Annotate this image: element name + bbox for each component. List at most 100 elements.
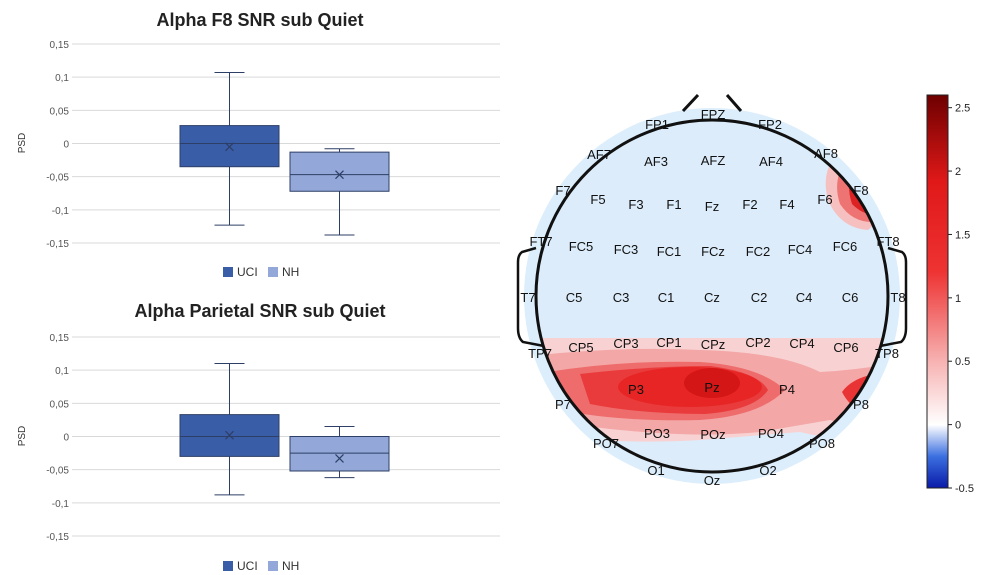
- electrode-fp1: FP1: [645, 117, 669, 132]
- electrode-af8: AF8: [814, 146, 838, 161]
- electrode-fc2: FC2: [746, 244, 771, 259]
- mean-marker: [335, 453, 344, 463]
- electrode-c3: C3: [613, 290, 630, 305]
- left-ear: [516, 246, 545, 348]
- contour-level-6: [684, 368, 740, 398]
- electrode-afz: AFZ: [701, 153, 726, 168]
- electrode-f4: F4: [779, 197, 794, 212]
- y-axis-label: PSD: [17, 426, 28, 447]
- electrode-c2: C2: [751, 290, 768, 305]
- legend-swatch-uci: [223, 561, 233, 571]
- colorbar: [926, 94, 949, 489]
- colorbar-tick-label: 1: [955, 293, 961, 305]
- mean-marker: [225, 430, 234, 440]
- electrode-f6: F6: [817, 192, 832, 207]
- head-outline: [534, 118, 890, 474]
- boxes: [179, 363, 390, 496]
- mean-marker: [225, 142, 234, 152]
- electrode-p4: P4: [779, 382, 795, 397]
- electrode-ft7: FT7: [529, 234, 552, 249]
- y-tick-label: -0,05: [46, 466, 69, 477]
- y-tick-label: 0,15: [50, 333, 70, 344]
- legend-label-uci: UCI: [237, 559, 258, 573]
- parietal-activation: [536, 338, 888, 442]
- electrode-t8: T8: [890, 290, 905, 305]
- electrode-af3: AF3: [644, 154, 668, 169]
- boxes: [179, 72, 390, 236]
- y-tick-label: 0,05: [50, 399, 70, 410]
- colorbar-tick-label: 0: [955, 420, 961, 432]
- electrode-labels: FPZ FP1 FP2 AF7 AF3 AFZ AF4 AF8 F7 F5 F3 F1 Fz F2 F4 F6…: [520, 107, 905, 488]
- legend-swatch-uci: [223, 267, 233, 277]
- electrode-o2: O2: [759, 463, 776, 478]
- electrode-f8: F8: [853, 183, 868, 198]
- y-tick-label: 0: [63, 433, 69, 444]
- electrode-t7: T7: [520, 290, 535, 305]
- electrode-tp7: TP7: [528, 346, 552, 361]
- y-tick-label: 0,15: [50, 40, 70, 51]
- electrode-c1: C1: [658, 290, 675, 305]
- mean-marker: [335, 170, 344, 180]
- electrode-fpz: FPZ: [701, 107, 726, 122]
- electrode-fp2: FP2: [758, 117, 782, 132]
- y-tick-label: -0,1: [52, 499, 70, 510]
- y-tick-label: 0,1: [55, 73, 69, 84]
- y-axis: 0,15 0,1 0,05 0 -0,05 -0,1 -0,15: [46, 40, 500, 250]
- colorbar-tick-label: 0.5: [955, 356, 970, 368]
- electrode-fc1: FC1: [657, 244, 682, 259]
- electrode-fc6: FC6: [833, 239, 858, 254]
- electrode-cz: Cz: [704, 290, 720, 305]
- electrode-cp1: CP1: [656, 335, 681, 350]
- y-tick-label: -0,15: [46, 532, 69, 543]
- electrode-po4: PO4: [758, 426, 784, 441]
- legend-label-uci: UCI: [237, 265, 258, 279]
- y-tick-label: -0,05: [46, 173, 69, 184]
- box-nh: [289, 151, 390, 192]
- box-uci: [179, 414, 280, 457]
- electrode-c5: C5: [566, 290, 583, 305]
- colorbar-ticks: 2.5 2 1.5 1 0.5 0 -0.5: [948, 103, 974, 495]
- chart-title: Alpha Parietal SNR sub Quiet: [134, 301, 385, 321]
- electrode-po7: PO7: [593, 436, 619, 451]
- legend-swatch-nh: [268, 561, 278, 571]
- electrode-c4: C4: [796, 290, 813, 305]
- electrode-p7: P7: [555, 397, 571, 412]
- electrode-po3: PO3: [644, 426, 670, 441]
- electrode-f3: F3: [628, 197, 643, 212]
- boxplot-parietal: Alpha Parietal SNR sub Quiet 0,15 0,1 0,05…: [17, 301, 500, 573]
- chart-title: Alpha F8 SNR sub Quiet: [156, 10, 363, 30]
- electrode-af7: AF7: [587, 147, 611, 162]
- electrode-cp6: CP6: [833, 340, 858, 355]
- electrode-poz: POz: [700, 427, 725, 442]
- electrode-fz: Fz: [705, 199, 719, 214]
- electrode-po8: PO8: [809, 436, 835, 451]
- legend: UCI NH: [223, 559, 299, 573]
- right-ear: [879, 246, 908, 348]
- colorbar-tick-label: 1.5: [955, 229, 970, 241]
- legend-label-nh: NH: [282, 265, 299, 279]
- colorbar-tick-label: -0.5: [955, 483, 974, 495]
- electrode-cp5: CP5: [568, 340, 593, 355]
- electrode-fcz: FCz: [701, 244, 725, 259]
- electrode-f1: F1: [666, 197, 681, 212]
- electrode-pz: Pz: [704, 380, 719, 395]
- y-tick-label: 0,1: [55, 366, 69, 377]
- y-axis: 0,15 0,1 0,05 0 -0,05 -0,1 -0,15: [46, 333, 500, 543]
- legend-swatch-nh: [268, 267, 278, 277]
- ears: [516, 246, 908, 348]
- legend-label-nh: NH: [282, 559, 299, 573]
- electrode-o1: O1: [647, 463, 664, 478]
- electrode-f5: F5: [590, 192, 605, 207]
- y-axis-label: PSD: [17, 133, 28, 154]
- legend: UCI NH: [223, 265, 299, 279]
- electrode-cp3: CP3: [613, 336, 638, 351]
- y-tick-label: 0,05: [50, 106, 70, 117]
- head-fill: [536, 120, 888, 472]
- electrode-f7: F7: [555, 183, 570, 198]
- electrode-af4: AF4: [759, 154, 783, 169]
- electrode-oz: Oz: [704, 473, 721, 488]
- colorbar-tick-label: 2.5: [955, 103, 970, 115]
- electrode-fc5: FC5: [569, 239, 594, 254]
- boxplot-f8: Alpha F8 SNR sub Quiet 0,15 0,1 0,05 0 -0,05…: [17, 10, 500, 279]
- y-tick-label: -0,15: [46, 239, 69, 250]
